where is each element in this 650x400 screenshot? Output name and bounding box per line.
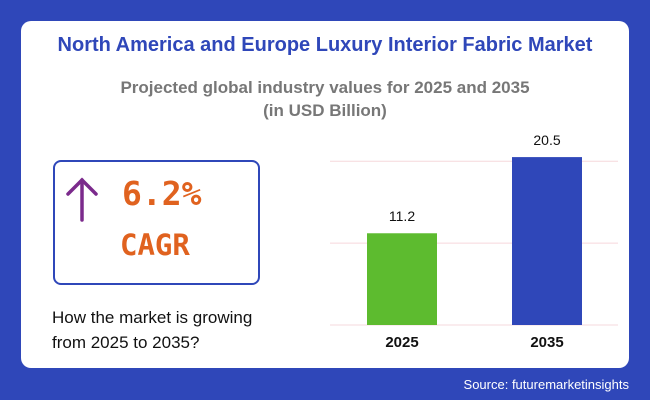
subtitle: (in USD Billion) (263, 101, 387, 120)
title: North America and Europe Luxury Interior… (57, 34, 593, 56)
description: from 2025 to 2035? (52, 333, 200, 352)
cagr-label: CAGR (120, 228, 190, 262)
bar (367, 233, 437, 325)
value-label: 11.2 (389, 208, 415, 224)
description: How the market is growing (52, 308, 253, 327)
cagr-value: 6.2% (122, 174, 202, 213)
subtitle: Projected global industry values for 202… (120, 78, 530, 97)
value-label: 20.5 (533, 132, 560, 148)
x-tick-label: 2035 (530, 334, 563, 351)
cagr-box (53, 160, 260, 285)
x-tick-label: 2025 (385, 334, 418, 351)
source: Source: futuremarketinsights (463, 377, 629, 392)
bar (512, 157, 582, 325)
